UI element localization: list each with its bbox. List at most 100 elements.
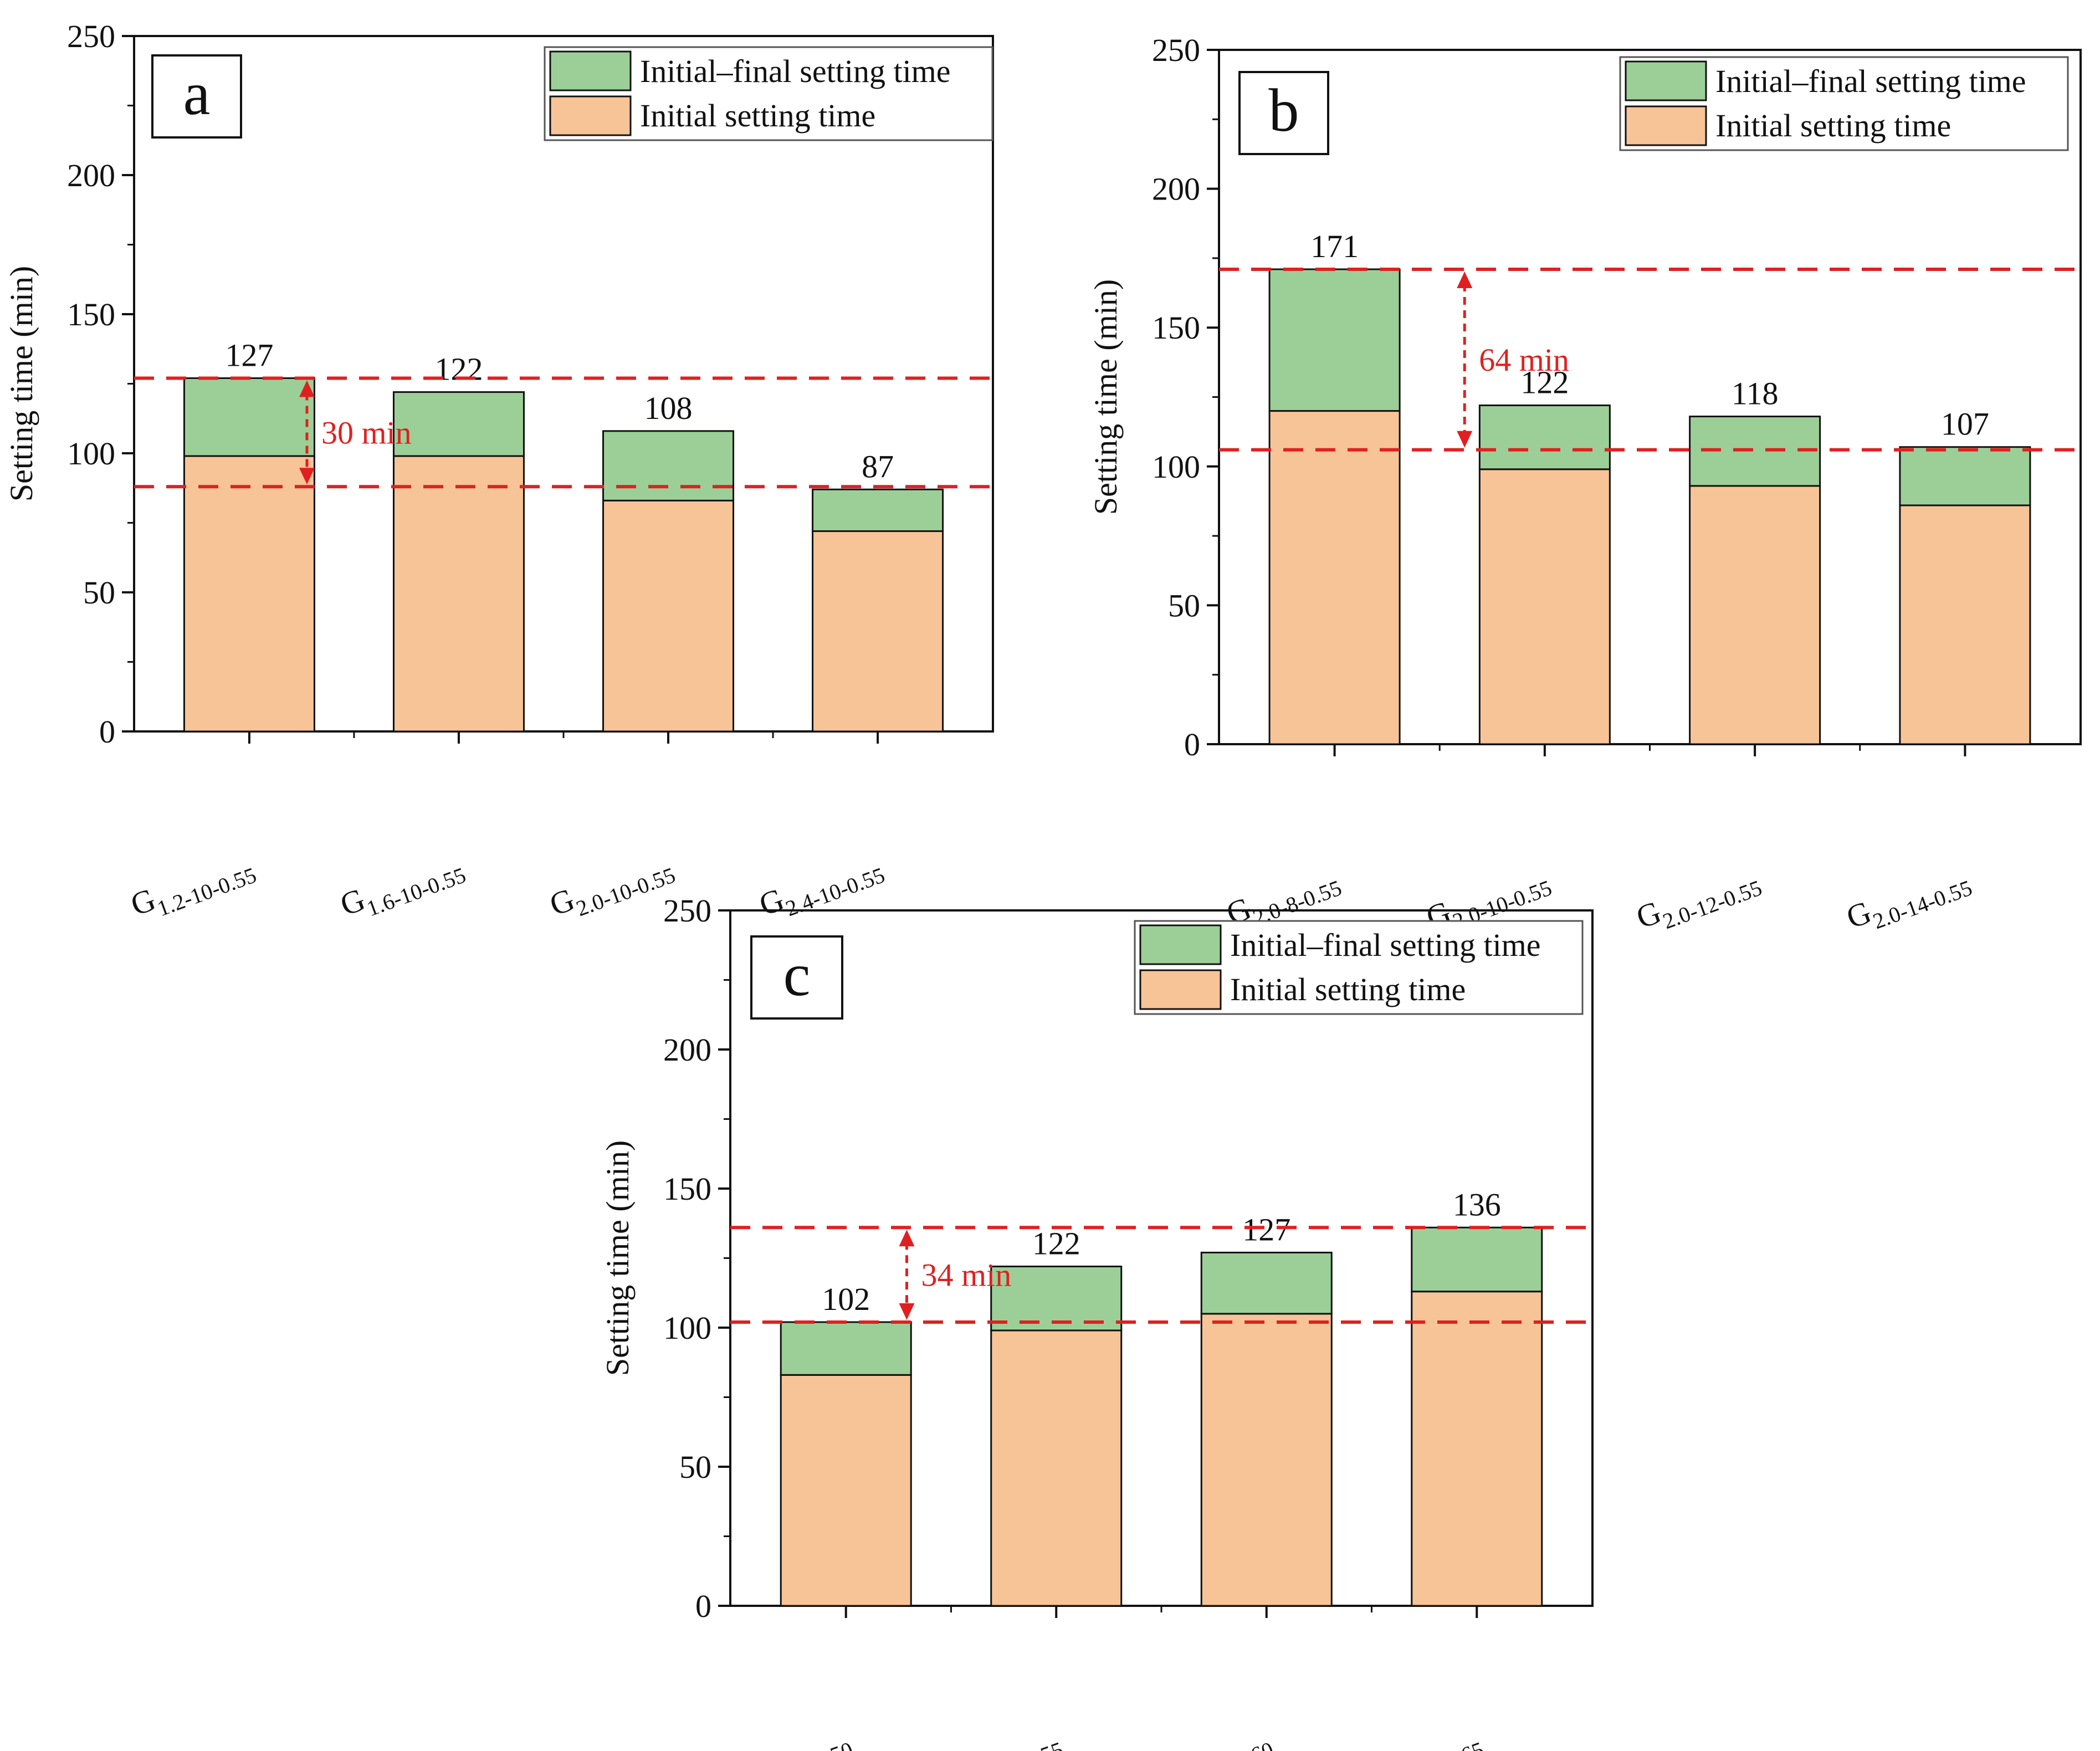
x-tick-label: G2.0-12-0.55 (1632, 858, 1765, 942)
x-tick-label-subscript: 2.0-14-0.55 (1869, 875, 1975, 934)
x-tick-label: G2.0-10-0.55 (933, 1720, 1067, 1751)
x-tick-label: G1.2-10-0.55 (126, 846, 259, 929)
panel-label-box (151, 54, 242, 139)
legend: Initial–final setting time Initial settin… (544, 46, 993, 141)
x-tick-label: G2.0-10-0.50 (723, 1720, 856, 1751)
x-tick-label-subscript: 2.0-10-0.55 (961, 1737, 1067, 1751)
bar-initial-final-setting (1478, 405, 1611, 470)
bar-total-label: 87 (862, 448, 894, 484)
y-tick-label: 100 (1152, 449, 1200, 485)
bar-initial-setting (780, 1374, 912, 1607)
bar-initial-final-setting (1899, 446, 2031, 506)
bar-initial-final-setting (1268, 268, 1401, 412)
bar-initial-final-setting (812, 488, 944, 533)
difference-arrow-head-up (1457, 271, 1473, 288)
legend-label-initial: Initial setting time (640, 98, 875, 134)
panel-label: b (1269, 76, 1299, 144)
chart-panel-c: 0 50 100 150 200 250 Setting time (min) G2.0-10… (600, 893, 1594, 1751)
legend: Initial–final setting time Initial settin… (1134, 920, 1584, 1015)
y-tick-label: 150 (1152, 310, 1200, 346)
panel-label-box (750, 935, 843, 1020)
bar-total-label: 122 (1032, 1226, 1080, 1262)
x-tick-label: G2.0-10-0.55 (545, 846, 678, 929)
y-tick-label: 200 (663, 1032, 711, 1068)
y-axis-label: Setting time (min) (3, 266, 39, 501)
y-tick-label: 200 (67, 157, 115, 193)
legend-swatch-initial-final (549, 50, 632, 91)
bar-initial-setting (1478, 468, 1611, 745)
difference-arrow-head-down (899, 1303, 915, 1320)
x-tick-label: G2.0-10-0.60 (1143, 1720, 1277, 1751)
legend-swatch-initial-final (1139, 924, 1222, 965)
bar-initial-final-setting (990, 1266, 1123, 1332)
y-tick-label: 50 (83, 575, 115, 611)
x-tick-label-subscript: 2.4-10-0.55 (782, 862, 888, 921)
bar-total-label: 108 (644, 390, 693, 426)
x-tick-label-subscript: 2.0-10-0.65 (1381, 1737, 1487, 1751)
bar-initial-final-setting (780, 1321, 912, 1376)
bar-initial-final-setting (1200, 1251, 1333, 1315)
difference-annotation: 34 min (921, 1257, 1011, 1293)
legend-swatch-initial-final (1625, 60, 1707, 101)
x-tick-label: G2.0-14-0.55 (1842, 858, 1975, 942)
panel-label: c (783, 941, 811, 1008)
y-tick-label: 0 (1184, 726, 1200, 762)
y-tick-label: 0 (99, 714, 115, 750)
y-tick-label: 150 (67, 296, 115, 332)
y-tick-label: 250 (67, 18, 115, 54)
difference-arrow-head-up (299, 380, 315, 397)
panel-label: a (183, 60, 211, 127)
bar-initial-setting (812, 530, 944, 733)
bar-initial-final-setting (392, 391, 525, 457)
bar-initial-setting (602, 499, 735, 733)
chart-panel-a: 0 50 100 150 200 250 Setting time (min) G1.2-10… (3, 18, 994, 929)
bar-initial-final-setting (1411, 1226, 1543, 1293)
x-tick-label-subscript: 2.0-10-0.55 (573, 862, 679, 921)
legend-swatch-initial (1625, 105, 1707, 146)
legend-label-initial: Initial setting time (1230, 971, 1466, 1007)
bar-total-label: 127 (225, 337, 273, 373)
difference-annotation: 30 min (321, 414, 412, 450)
bar-total-label: 136 (1453, 1186, 1501, 1222)
bar-initial-setting (1411, 1291, 1543, 1607)
legend-swatch-initial (1139, 969, 1222, 1010)
legend-label-initial-final: Initial–final setting time (640, 53, 951, 89)
bar-total-label: 107 (1941, 406, 1989, 442)
bar-total-label: 171 (1310, 228, 1359, 264)
y-tick-label: 150 (663, 1171, 711, 1207)
bar-initial-setting (1689, 485, 1821, 745)
x-tick-label-subscript: 2.0-10-0.60 (1171, 1737, 1277, 1751)
legend-label-initial: Initial setting time (1715, 107, 1951, 144)
x-tick-label: G2.4-10-0.55 (755, 846, 888, 929)
legend: Initial–final setting time Initial settin… (1619, 56, 2069, 151)
bar-initial-setting (1268, 410, 1401, 745)
y-tick-label: 50 (1168, 587, 1200, 623)
bar-initial-final-setting (602, 430, 735, 501)
y-axis-label: Setting time (min) (600, 1140, 636, 1376)
x-tick-label-subscript: 1.2-10-0.55 (154, 862, 260, 921)
difference-arrow-head-down (1457, 431, 1473, 448)
y-tick-label: 0 (695, 1588, 711, 1624)
bar-total-label: 122 (1520, 365, 1569, 401)
bar-total-label: 118 (1732, 376, 1779, 412)
bar-total-label: 102 (822, 1281, 870, 1317)
x-tick-label-subscript: 2.0-12-0.55 (1659, 875, 1765, 934)
bar-initial-setting (1200, 1313, 1333, 1607)
x-tick-label-subscript: 2.0-10-0.50 (751, 1737, 857, 1751)
x-tick-label: G1.6-10-0.55 (335, 846, 469, 929)
y-tick-label: 250 (663, 893, 711, 929)
y-tick-label: 250 (1152, 32, 1200, 68)
y-axis-label: Setting time (min) (1088, 279, 1124, 515)
panel-label-box (1238, 71, 1329, 155)
x-tick-label: G2.0-10-0.65 (1354, 1720, 1487, 1751)
bar-total-label: 122 (434, 351, 483, 387)
legend-swatch-initial (549, 95, 632, 136)
bar-initial-setting (990, 1329, 1123, 1607)
y-tick-label: 100 (663, 1310, 711, 1346)
legend-label-initial-final: Initial–final setting time (1715, 63, 2026, 99)
x-tick-label-subscript: 1.6-10-0.55 (363, 862, 469, 921)
legend-label-initial-final: Initial–final setting time (1230, 927, 1541, 963)
bar-initial-setting (1899, 504, 2031, 745)
